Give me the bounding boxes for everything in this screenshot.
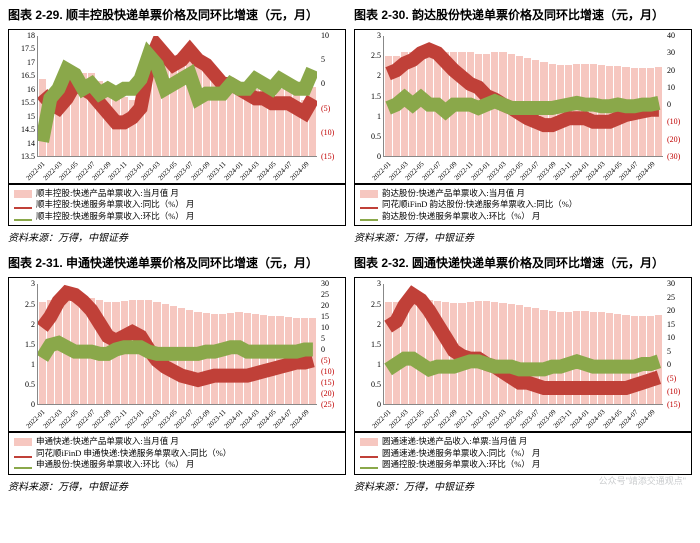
legend-swatch xyxy=(14,213,32,221)
source-label: 资料来源：万得，中银证券 xyxy=(8,229,346,244)
legend-label: 顺丰控股:快递产品单票收入:当月值 月 xyxy=(36,188,179,199)
y2-axis: (15)(10)(5)051015202530 xyxy=(665,284,691,405)
chart-title: 图表 2-32. 圆通快递快递单票价格及同环比增速（元，月） xyxy=(354,256,692,271)
legend-label: 韵达股份:快递产品单票收入:当月值 月 xyxy=(382,188,525,199)
y1-axis: 00.511.522.53 xyxy=(355,36,381,157)
legend-label: 韵达股份:快递服务单票收入:环比（%） 月 xyxy=(382,211,540,222)
chart-box: 00.511.522.53 (30)(20)(10)0102030402022-0… xyxy=(354,29,692,184)
y1-axis: 13.51414.51515.51616.51717.518 xyxy=(9,36,35,157)
line-mom xyxy=(388,359,659,370)
legend: 申通快递:快递产品单票收入:当月值 月同花顺iFinD 申通快递:快递服务单票收… xyxy=(8,432,346,474)
legend-swatch xyxy=(360,438,378,446)
chart-title: 图表 2-29. 顺丰控股快递单票价格及同环比增速（元，月） xyxy=(8,8,346,23)
y2-axis: (15)(10)(5)0510 xyxy=(319,36,345,157)
x-axis: 2022-012022-032022-052022-072022-092022-… xyxy=(383,157,663,183)
legend-label: 申通股份:快递服务单票收入:环比（%） 月 xyxy=(36,459,194,470)
legend: 韵达股份:快递产品单票收入:当月值 月同花顺iFinD 韵达股份:快递服务单票收… xyxy=(354,184,692,226)
chart-panel: 图表 2-31. 申通快递快递单票价格及同环比增速（元，月） 00.511.522… xyxy=(8,256,346,500)
x-axis: 2022-012022-032022-052022-072022-092022-… xyxy=(37,157,317,183)
legend-swatch xyxy=(14,190,32,198)
legend-label: 圆通控股:快递服务单票收入:环比（%） 月 xyxy=(382,459,540,470)
legend-swatch xyxy=(360,213,378,221)
plot-area xyxy=(383,36,663,157)
legend-swatch xyxy=(360,201,378,209)
chart-box: 00.511.522.53 (15)(10)(5)0510152025302022… xyxy=(354,277,692,432)
chart-box: 13.51414.51515.51616.51717.518 (15)(10)(5… xyxy=(8,29,346,184)
legend-swatch xyxy=(360,450,378,458)
chart-box: 00.511.522.53 (25)(20)(15)(10)(5)05101520… xyxy=(8,277,346,432)
source-label: 资料来源：万得，中银证券 xyxy=(354,229,692,244)
y1-axis: 00.511.522.53 xyxy=(9,284,35,405)
legend-swatch xyxy=(14,461,32,469)
legend-swatch xyxy=(360,461,378,469)
legend-label: 同花顺iFinD 申通快递:快递服务单票收入:同比（%） xyxy=(36,448,231,459)
legend-label: 圆通速递:快递服务单票收入:同比（%） 月 xyxy=(382,448,540,459)
watermark: 公众号"靖添交通观点" xyxy=(599,474,686,487)
plot-area xyxy=(37,284,317,405)
y2-axis: (30)(20)(10)010203040 xyxy=(665,36,691,157)
legend-swatch xyxy=(14,438,32,446)
plot-area xyxy=(383,284,663,405)
plot-area xyxy=(37,36,317,157)
legend-label: 申通快递:快递产品单票收入:当月值 月 xyxy=(36,436,179,447)
chart-title: 图表 2-31. 申通快递快递单票价格及同环比增速（元，月） xyxy=(8,256,346,271)
legend-swatch xyxy=(14,201,32,209)
source-label: 资料来源：万得，中银证券 xyxy=(8,478,346,493)
line-mom xyxy=(388,98,659,112)
legend-label: 圆通速递:快递产品收入:单票:当月值 月 xyxy=(382,436,527,447)
line-mom xyxy=(42,343,313,358)
legend-label: 同花顺iFinD 韵达股份:快递服务单票收入:同比（%） xyxy=(382,199,577,210)
legend-swatch xyxy=(14,450,32,458)
y2-axis: (25)(20)(15)(10)(5)051015202530 xyxy=(319,284,345,405)
chart-panel: 图表 2-30. 韵达股份快递单票价格及同环比增速（元，月） 00.511.522… xyxy=(354,8,692,252)
chart-panel: 图表 2-29. 顺丰控股快递单票价格及同环比增速（元，月） 13.51414.5… xyxy=(8,8,346,252)
legend-label: 顺丰控股:快递服务单票收入:环比（%） 月 xyxy=(36,211,194,222)
legend-label: 顺丰控股:快递服务单票收入:同比（%） 月 xyxy=(36,199,194,210)
x-axis: 2022-012022-032022-052022-072022-092022-… xyxy=(383,405,663,431)
chart-panel: 图表 2-32. 圆通快递快递单票价格及同环比增速（元，月） 00.511.522… xyxy=(354,256,692,500)
y1-axis: 00.511.522.53 xyxy=(355,284,381,405)
chart-title: 图表 2-30. 韵达股份快递单票价格及同环比增速（元，月） xyxy=(354,8,692,23)
legend: 圆通速递:快递产品收入:单票:当月值 月圆通速递:快递服务单票收入:同比（%） … xyxy=(354,432,692,474)
legend: 顺丰控股:快递产品单票收入:当月值 月顺丰控股:快递服务单票收入:同比（%） 月… xyxy=(8,184,346,226)
x-axis: 2022-012022-032022-052022-072022-092022-… xyxy=(37,405,317,431)
legend-swatch xyxy=(360,190,378,198)
line-yoy xyxy=(42,293,313,380)
